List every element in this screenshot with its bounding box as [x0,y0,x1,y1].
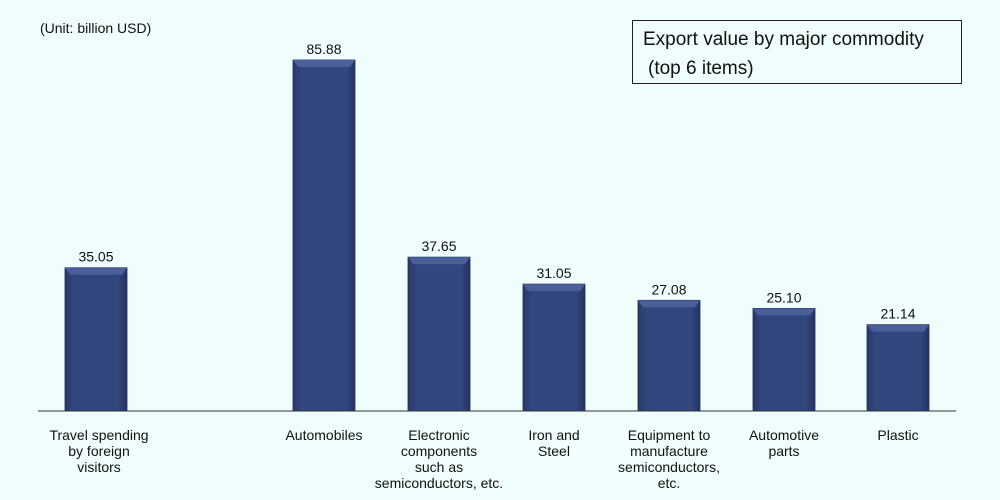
bar-rect [752,308,816,412]
bar-top-bevel [65,267,127,275]
bar-5 [752,308,816,412]
bar-top-bevel [753,308,815,316]
bar-top-bevel [293,60,355,67]
value-label-3: 31.05 [536,265,571,281]
bar-rect [292,59,356,412]
bar-0 [64,267,128,412]
category-label-0: Travel spending by foreign visitors [49,427,149,475]
legend-box: Export value by major commodity (top 6 i… [632,20,962,84]
bar-rect [637,299,701,412]
bar-6 [866,324,930,412]
bar-rect [64,267,128,412]
value-label-6: 21.14 [880,306,915,322]
unit-label: (Unit: billion USD) [40,20,152,36]
bars-group [64,59,930,412]
bar-1 [292,59,356,412]
category-label-1: Automobiles [285,427,363,443]
value-label-0: 35.05 [78,249,113,265]
value-labels-group: 35.05 85.88 37.65 31.05 27.08 25.10 21.14 [78,41,915,322]
category-label-2: Electronic components such as semiconduc… [374,427,504,491]
legend-line-2: (top 6 items) [648,58,754,79]
category-label-6: Plastic [877,427,919,443]
category-label-5: Automotive parts [748,427,820,459]
bar-top-bevel [523,284,585,292]
value-label-4: 27.08 [651,281,686,297]
value-label-5: 25.10 [766,289,801,305]
bar-rect [407,256,471,412]
category-label-4: Equipment to manufacture semiconductors,… [618,427,720,491]
bar-4 [637,299,701,412]
legend-line-1: Export value by major commodity [643,29,924,50]
bar-top-bevel [408,257,470,265]
value-label-1: 85.88 [306,41,341,57]
category-label-3: Iron and Steel [528,427,580,459]
bar-rect [522,283,586,412]
bar-top-bevel [867,324,929,332]
bar-3 [522,283,586,412]
bar-top-bevel [638,300,700,308]
bar-rect [866,324,930,412]
value-label-2: 37.65 [421,238,456,254]
bar-2 [407,256,471,412]
